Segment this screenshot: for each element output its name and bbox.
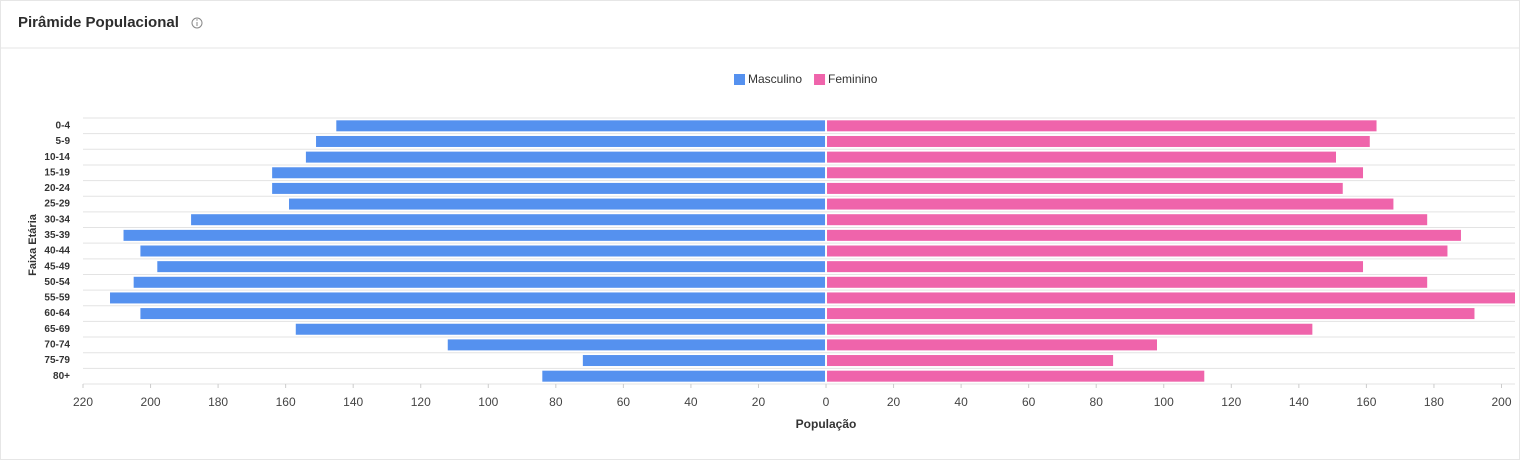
y-tick-label: 15-19 (44, 167, 70, 178)
x-tick-label: 60 (617, 395, 631, 409)
y-tick-label: 60-64 (44, 308, 70, 319)
bar (272, 167, 826, 179)
bar (827, 214, 1428, 226)
bar (110, 292, 826, 304)
bar (289, 198, 826, 210)
x-axis-title: População (796, 417, 857, 431)
legend-swatch (814, 74, 826, 85)
y-tick-label: 50-54 (44, 277, 70, 288)
bar (827, 245, 1448, 257)
bar (447, 339, 826, 351)
x-tick-label: 100 (1154, 395, 1174, 409)
x-tick-label: 180 (1424, 395, 1444, 409)
bar (827, 261, 1364, 273)
x-tick-label: 140 (343, 395, 363, 409)
bar (827, 167, 1364, 179)
legend-swatch (734, 74, 745, 85)
bar (827, 151, 1336, 163)
bar (305, 151, 826, 163)
bar (295, 323, 826, 335)
y-axis-title: Faixa Etária (27, 213, 39, 276)
info-icon[interactable] (191, 17, 203, 29)
y-tick-label: 30-34 (44, 214, 70, 225)
x-tick-label: 120 (411, 395, 431, 409)
bar (140, 245, 826, 257)
y-tick-label: 80+ (53, 371, 70, 382)
bar (827, 355, 1114, 367)
x-tick-label: 20 (752, 395, 766, 409)
bar (827, 323, 1313, 335)
x-tick-label: 100 (478, 395, 498, 409)
bar (542, 370, 826, 382)
legend-label: Masculino (748, 72, 802, 86)
y-tick-label: 0-4 (56, 120, 71, 131)
y-tick-label: 40-44 (44, 246, 70, 257)
bar (336, 120, 826, 132)
bar (582, 355, 826, 367)
bar (827, 198, 1394, 210)
y-tick-label: 25-29 (44, 199, 70, 210)
x-tick-label: 200 (141, 395, 161, 409)
bar (316, 135, 826, 147)
bar (827, 276, 1428, 288)
x-tick-label: 0 (823, 395, 830, 409)
bar (140, 308, 826, 320)
x-tick-label: 60 (1022, 395, 1036, 409)
y-tick-label: 20-24 (44, 183, 70, 194)
bar (157, 261, 826, 273)
bar (827, 135, 1370, 147)
x-tick-label: 120 (1221, 395, 1241, 409)
x-tick-label: 140 (1289, 395, 1309, 409)
x-tick-label: 20 (887, 395, 901, 409)
y-tick-label: 65-69 (44, 324, 70, 335)
legend-label: Feminino (828, 72, 878, 86)
card-title: Pirâmide Populacional (18, 14, 179, 31)
x-tick-label: 80 (549, 395, 563, 409)
bar (123, 229, 826, 241)
y-tick-label: 70-74 (44, 340, 70, 351)
bar (191, 214, 826, 226)
bar (133, 276, 826, 288)
y-tick-label: 45-49 (44, 261, 70, 272)
x-tick-label: 40 (684, 395, 698, 409)
x-tick-label: 160 (276, 395, 296, 409)
y-tick-label: 55-59 (44, 293, 70, 304)
x-tick-label: 80 (1090, 395, 1104, 409)
bar (827, 308, 1475, 320)
bar (827, 339, 1157, 351)
bar (827, 182, 1343, 194)
bar (827, 120, 1377, 132)
y-tick-label: 35-39 (44, 230, 70, 241)
x-tick-label: 40 (954, 395, 968, 409)
y-tick-label: 75-79 (44, 355, 70, 366)
bar (827, 370, 1205, 382)
bar (272, 182, 826, 194)
bar (827, 292, 1515, 304)
bar (827, 229, 1461, 241)
x-tick-label: 220 (73, 395, 93, 409)
y-tick-label: 5-9 (56, 136, 71, 147)
x-tick-label: 180 (208, 395, 228, 409)
x-tick-label: 200 (1491, 395, 1511, 409)
x-tick-label: 160 (1356, 395, 1376, 409)
y-tick-label: 10-14 (44, 152, 70, 163)
